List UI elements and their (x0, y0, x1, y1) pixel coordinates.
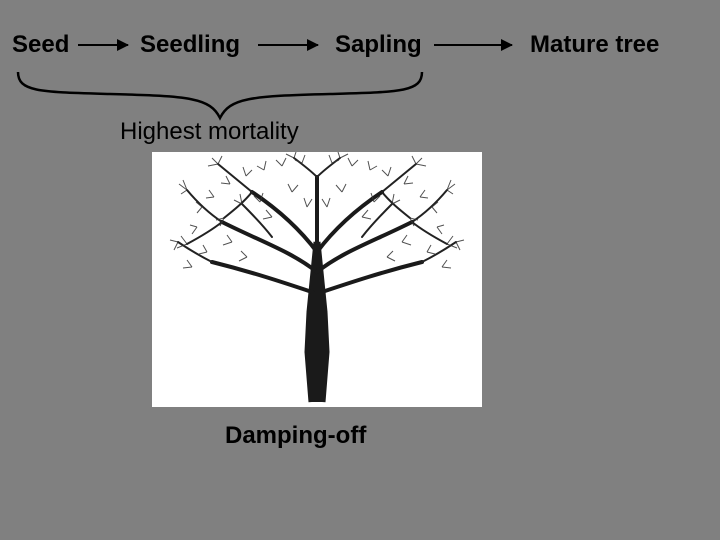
stage-seedling: Seedling (140, 31, 240, 59)
stage-seed: Seed (12, 31, 69, 59)
arrow-icon (434, 44, 512, 46)
lifecycle-stages-row: Seed Seedling Sapling Mature tree (0, 20, 720, 70)
stage-mature: Mature tree (530, 31, 659, 59)
stage-sapling: Sapling (335, 31, 422, 59)
caption-label: Damping-off (225, 422, 366, 450)
arrow-icon (78, 44, 128, 46)
arrow-icon (258, 44, 318, 46)
mortality-annotation: Highest mortality (120, 118, 299, 146)
tree-image (152, 152, 482, 407)
